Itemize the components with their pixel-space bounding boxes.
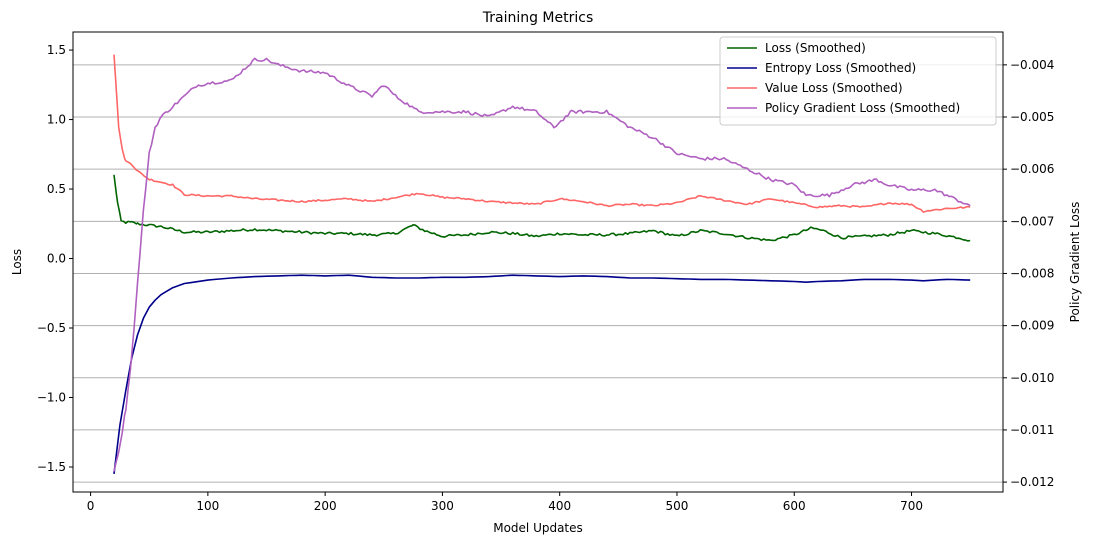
x-tick-label: 400 (548, 499, 571, 513)
left-axis: −1.5 −1.0 −0.5 0.0 0.5 1.0 1.5 (37, 43, 73, 474)
y-right-tick-label: −0.008 (1010, 266, 1054, 280)
x-tick-label: 600 (783, 499, 806, 513)
chart-title: Training Metrics (482, 10, 594, 26)
legend-label: Loss (Smoothed) (765, 41, 866, 55)
y-tick-label: −1.5 (37, 460, 66, 474)
series-line-3 (113, 54, 971, 213)
x-axis-label: Model Updates (493, 521, 583, 535)
y-right-tick-label: −0.006 (1010, 162, 1054, 176)
y-right-tick-label: −0.007 (1010, 214, 1054, 228)
series-line-2 (113, 274, 971, 474)
x-tick-label: 300 (431, 499, 454, 513)
y-right-tick-label: −0.005 (1010, 110, 1054, 124)
x-tick-label: 0 (87, 499, 95, 513)
y-right-tick-label: −0.010 (1010, 371, 1054, 385)
y-tick-label: −1.0 (37, 390, 66, 404)
legend-label: Value Loss (Smoothed) (765, 81, 903, 95)
y-tick-label: 0.0 (47, 252, 66, 266)
series-line-1 (113, 174, 971, 242)
grid-layer (73, 64, 1003, 483)
y-tick-label: 1.5 (47, 43, 66, 57)
y-tick-label: 0.5 (47, 182, 66, 196)
x-tick-label: 500 (666, 499, 689, 513)
legend-label: Policy Gradient Loss (Smoothed) (765, 101, 960, 115)
y-axis-label: Loss (10, 249, 24, 275)
x-tick-label: 100 (196, 499, 219, 513)
x-tick-label: 700 (900, 499, 923, 513)
y-right-tick-label: −0.009 (1010, 319, 1054, 333)
y-tick-label: −0.5 (37, 321, 66, 335)
legend: Loss (Smoothed) Entropy Loss (Smoothed) Va… (719, 36, 997, 126)
y-right-tick-label: −0.004 (1010, 58, 1054, 72)
plot-frame (72, 31, 1004, 493)
y-right-tick-label: −0.011 (1010, 423, 1054, 437)
y-right-tick-label: −0.012 (1010, 475, 1054, 489)
y-tick-label: 1.0 (47, 113, 66, 127)
series-layer (113, 54, 971, 474)
series-line-4 (113, 57, 971, 472)
legend-box (719, 36, 997, 126)
y-axis-label-right: Policy Gradient Loss (1068, 202, 1082, 323)
x-tick-label: 200 (314, 499, 337, 513)
bottom-axis: 0 100 200 300 400 500 600 700 (87, 492, 923, 513)
right-axis: −0.012 −0.011 −0.010 −0.009 −0.008 −0.007 −0.0… (1003, 58, 1054, 489)
legend-label: Entropy Loss (Smoothed) (765, 61, 916, 75)
